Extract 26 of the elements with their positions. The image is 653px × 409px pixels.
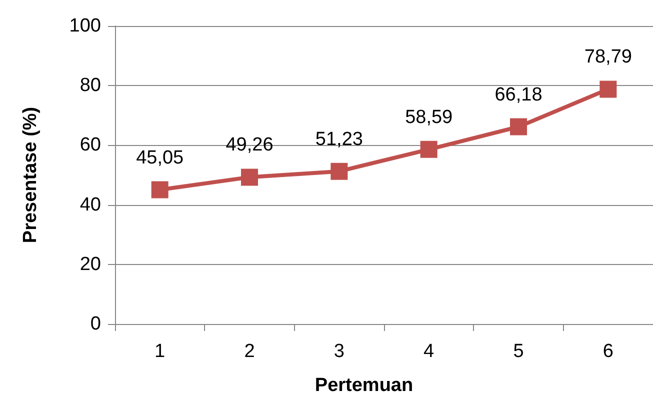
data-label: 51,23 <box>315 128 363 150</box>
data-label: 45,05 <box>136 147 184 168</box>
y-tick-label: 80 <box>80 75 101 96</box>
x-tick-label: 4 <box>424 341 435 362</box>
x-tick-label: 1 <box>154 341 166 362</box>
data-label: 49,26 <box>226 134 274 156</box>
point <box>510 118 527 136</box>
point <box>241 168 258 186</box>
y-axis-title: Presentase (%) <box>20 106 41 244</box>
y-tick-label: 40 <box>80 194 101 216</box>
x-tick-label: 3 <box>334 341 344 362</box>
x-tick-label: 6 <box>602 341 614 362</box>
y-tick-label: 60 <box>80 134 101 156</box>
point <box>420 140 438 158</box>
x-tick-label: 2 <box>244 341 255 362</box>
data-label: 58,59 <box>405 106 453 128</box>
point <box>330 162 348 180</box>
y-tick-label: 100 <box>69 16 101 36</box>
x-tick-label: 5 <box>513 341 524 362</box>
point <box>600 80 617 98</box>
y-tick-label: 0 <box>90 314 101 334</box>
data-label: 66,18 <box>494 84 542 106</box>
point <box>151 181 168 198</box>
x-axis-title: Pertemuan <box>314 375 414 396</box>
data-label: 78,79 <box>584 46 632 68</box>
y-tick-label: 20 <box>80 254 101 275</box>
